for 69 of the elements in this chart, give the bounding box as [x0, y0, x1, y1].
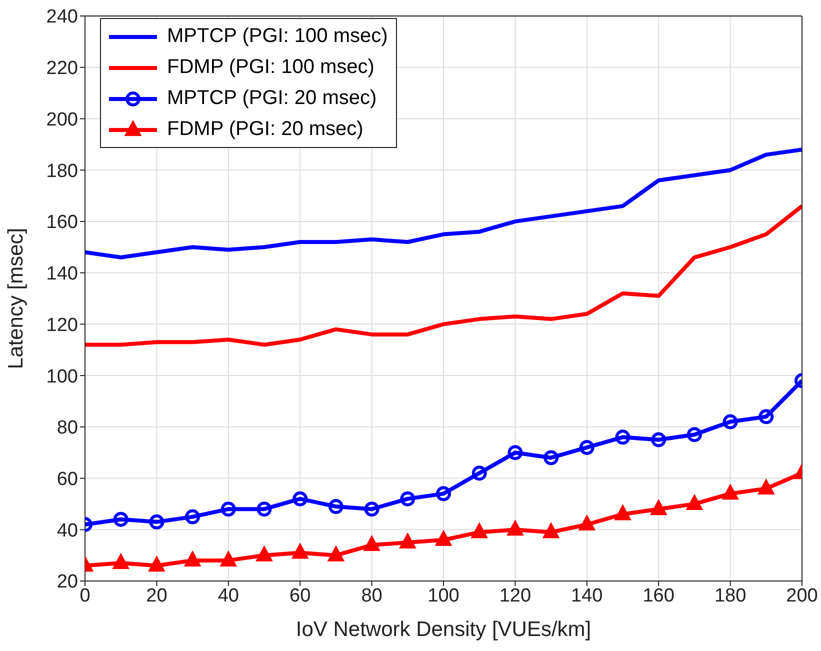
point	[544, 450, 559, 466]
point	[220, 502, 236, 517]
x-tick-label: 20	[146, 585, 168, 606]
y-tick-label: 60	[56, 469, 78, 490]
x-tick-label: 180	[714, 585, 746, 606]
x-tick-label: 40	[218, 585, 239, 606]
line-series	[85, 148, 802, 260]
point	[758, 409, 774, 424]
line-series	[85, 204, 802, 347]
x-axis-title: IoV Network Density [VUEs/km]	[296, 618, 592, 641]
point	[436, 486, 451, 502]
x-tick-label: 0	[80, 585, 90, 606]
point	[256, 502, 272, 517]
y-tick-label: 120	[46, 314, 78, 336]
y-tick-label: 40	[56, 520, 78, 542]
point	[292, 491, 308, 506]
y-tick-label: 240	[46, 6, 78, 28]
point	[722, 484, 738, 500]
x-tick-label: 140	[571, 585, 603, 606]
point	[758, 480, 774, 495]
point	[471, 523, 488, 538]
point	[614, 505, 631, 520]
y-tick-label: 160	[46, 212, 78, 234]
point	[507, 520, 524, 536]
point	[220, 551, 236, 566]
y-tick-label: 20	[56, 572, 78, 593]
point	[148, 556, 165, 572]
legend-label: MPTCP (PGI: 20 msec)	[167, 87, 377, 110]
point	[256, 546, 272, 562]
legend-label: FDMP (PGI: 100 msec)	[167, 56, 374, 79]
point	[400, 491, 416, 506]
y-tick-label: 200	[46, 109, 78, 130]
legend-label: MPTCP (PGI: 100 msec)	[167, 25, 388, 48]
x-tick-label: 80	[361, 585, 382, 606]
point	[686, 494, 702, 510]
point	[615, 430, 630, 445]
point	[364, 502, 380, 517]
point	[149, 514, 164, 530]
point	[543, 523, 560, 538]
x-tick-label: 120	[499, 585, 532, 606]
point	[650, 500, 667, 516]
point	[651, 432, 666, 448]
x-tick-label: 200	[786, 585, 818, 606]
point	[472, 466, 487, 481]
point	[292, 544, 308, 559]
legend-label: FDMP (PGI: 20 msec)	[167, 118, 364, 141]
point	[328, 499, 344, 514]
y-axis-title: Latency [msec]	[4, 228, 28, 370]
x-tick-label: 100	[428, 585, 460, 606]
point	[686, 427, 702, 442]
x-tick-label: 160	[642, 585, 674, 606]
point	[328, 546, 344, 562]
point	[364, 536, 380, 552]
y-tick-label: 140	[46, 264, 78, 285]
point	[579, 440, 594, 455]
y-tick-label: 100	[46, 366, 78, 388]
point	[113, 512, 128, 527]
point	[184, 551, 201, 566]
point	[508, 445, 523, 460]
point	[112, 554, 129, 570]
point	[185, 509, 200, 524]
y-tick-label: 220	[46, 58, 78, 80]
x-tick-label: 60	[290, 585, 311, 606]
point	[722, 414, 738, 430]
y-tick-label: 80	[56, 418, 78, 439]
point	[578, 516, 595, 530]
point	[400, 533, 416, 548]
y-tick-label: 180	[46, 160, 78, 182]
point	[436, 530, 452, 546]
